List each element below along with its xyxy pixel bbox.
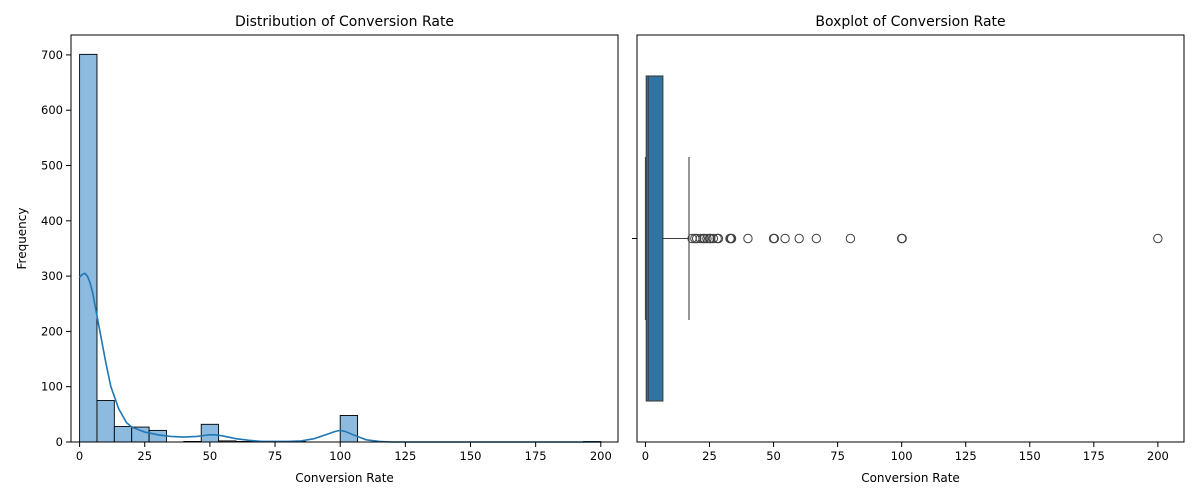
outlier-point <box>769 233 780 244</box>
outlier-point <box>708 233 719 244</box>
histogram-x-label: Conversion Rate <box>295 471 394 485</box>
x-tick-label: 175 <box>525 449 547 463</box>
histogram-axes-frame <box>70 34 619 443</box>
outlier-point <box>845 233 856 244</box>
y-tick-label: 200 <box>41 324 63 338</box>
histogram-x-ticks: 0 25 50 75 100 125 150 175 200 <box>76 442 612 463</box>
histogram-y-label: Frequency <box>15 208 29 270</box>
histogram-bar <box>96 400 115 443</box>
x-tick-label: 100 <box>329 449 351 463</box>
y-tick-label: 300 <box>41 269 63 283</box>
histogram-bar <box>339 415 359 443</box>
x-tick-label: 150 <box>460 449 482 463</box>
boxplot-outliers <box>687 233 1163 244</box>
x-tick-label: 25 <box>702 449 717 463</box>
y-tick-label: 400 <box>41 214 63 228</box>
x-tick-label: 125 <box>394 449 416 463</box>
histogram-bars <box>79 53 602 443</box>
outlier-point <box>706 233 716 244</box>
boxplot-panel: Boxplot of Conversion Rate 0 25 50 75 100 125… <box>632 14 1185 485</box>
outlier-point <box>794 233 804 244</box>
boxplot-x-ticks: 0 25 50 75 100 125 150 175 200 <box>642 442 1169 463</box>
y-tick-label: 600 <box>41 103 63 117</box>
x-tick-label: 0 <box>642 449 649 463</box>
outlier-point <box>695 233 705 244</box>
histogram-bar <box>131 426 150 443</box>
histogram-y-ticks: 0 100 200 300 400 500 600 700 <box>41 48 71 449</box>
outlier-point <box>1153 233 1163 244</box>
outlier-point <box>780 233 790 244</box>
outlier-point <box>811 233 822 244</box>
histogram-bar <box>113 426 133 443</box>
histogram-title: Distribution of Conversion Rate <box>235 14 454 30</box>
outlier-point <box>713 233 724 244</box>
y-tick-label: 700 <box>41 48 63 62</box>
x-tick-label: 175 <box>1083 449 1105 463</box>
y-tick-label: 100 <box>41 380 63 394</box>
histogram-bar <box>79 53 98 443</box>
x-tick-label: 25 <box>137 449 152 463</box>
boxplot-axes-frame <box>636 34 1185 443</box>
boxplot-elements <box>644 75 690 402</box>
x-tick-label: 0 <box>76 449 83 463</box>
outlier-point <box>702 233 712 244</box>
kde-line <box>79 272 601 443</box>
x-tick-label: 200 <box>1147 449 1169 463</box>
y-tick-label: 500 <box>41 159 63 173</box>
x-tick-label: 50 <box>766 449 781 463</box>
outlier-point <box>726 233 737 244</box>
outlier-point <box>699 233 710 244</box>
histogram-bar <box>200 423 220 443</box>
outlier-point <box>897 233 907 244</box>
x-tick-label: 125 <box>955 449 977 463</box>
outlier-point <box>691 233 702 244</box>
x-tick-label: 75 <box>268 449 283 463</box>
histogram-panel: Distribution of Conversion Rate 0 25 50 75 1… <box>15 14 619 485</box>
x-tick-label: 75 <box>830 449 845 463</box>
outlier-point <box>743 233 753 244</box>
x-tick-label: 100 <box>891 449 913 463</box>
x-tick-label: 200 <box>590 449 612 463</box>
boxplot-title: Boxplot of Conversion Rate <box>815 14 1005 30</box>
x-tick-label: 50 <box>203 449 218 463</box>
boxplot-x-label: Conversion Rate <box>861 471 960 485</box>
x-tick-label: 150 <box>1019 449 1041 463</box>
y-tick-label: 0 <box>56 435 63 449</box>
